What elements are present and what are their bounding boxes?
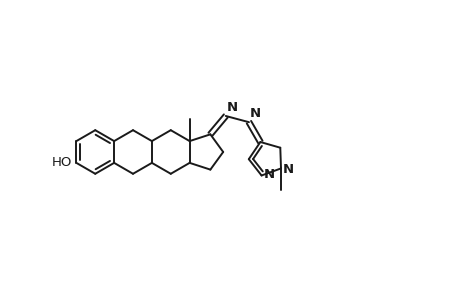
Text: HO: HO (52, 156, 72, 170)
Text: N: N (226, 101, 237, 114)
Text: N: N (249, 107, 261, 120)
Text: N: N (282, 163, 293, 176)
Text: N: N (263, 168, 274, 181)
